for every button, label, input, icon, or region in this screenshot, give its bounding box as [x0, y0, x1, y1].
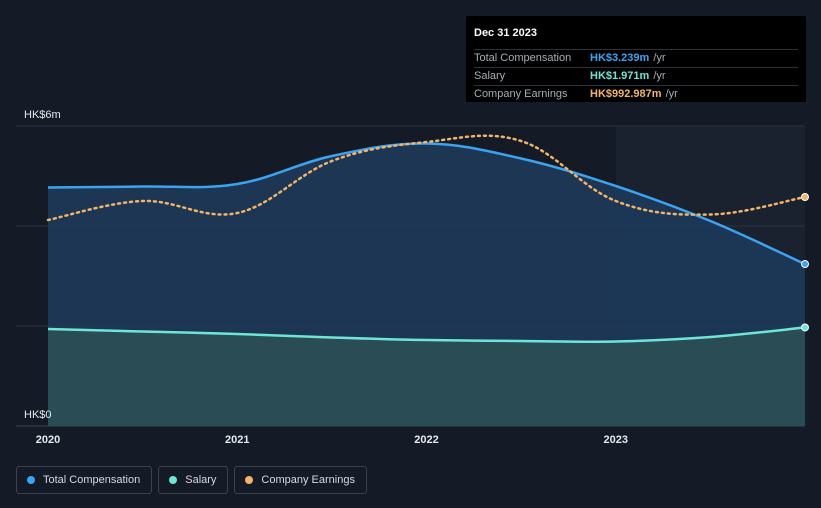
legend-dot-icon — [245, 476, 254, 484]
salary-line — [47, 326, 806, 344]
legend-item-company-earnings[interactable]: Company Earnings — [234, 466, 367, 494]
tooltip-unit: /yr — [653, 52, 666, 64]
total-compensation-line — [47, 142, 806, 266]
tooltip-label: Salary — [474, 70, 506, 82]
tooltip-date: Dec 31 2023 — [474, 25, 798, 50]
tooltip-unit: /yr — [665, 88, 678, 100]
y-tick-label: HK$0 — [24, 409, 52, 421]
legend-label: Total Compensation — [43, 474, 141, 486]
x-tick-label: 2022 — [414, 434, 438, 446]
total-compensation-marker — [801, 260, 809, 269]
tooltip-label: Company Earnings — [474, 88, 568, 100]
series-lines — [46, 134, 807, 344]
salary-area — [48, 327, 805, 426]
legend-item-total-compensation[interactable]: Total Compensation — [16, 466, 153, 494]
tooltip-row-total-compensation: Total Compensation HK$3.239m /yr — [474, 50, 798, 68]
legend-dot-icon — [169, 476, 178, 484]
tooltip-row-company-earnings: Company Earnings HK$992.987m /yr — [474, 86, 798, 103]
legend: Total Compensation Salary Company Earnin… — [16, 466, 367, 494]
x-tick-label: 2023 — [604, 434, 628, 446]
x-tick-label: 2021 — [225, 434, 249, 446]
y-tick-label: HK$6m — [24, 109, 61, 121]
tooltip-value: HK$3.239m — [590, 52, 650, 64]
tooltip-label: Total Compensation — [474, 52, 572, 64]
tooltip-row-salary: Salary HK$1.971m /yr — [474, 68, 798, 86]
tooltip-unit: /yr — [653, 70, 666, 82]
company-earnings-line — [46, 134, 807, 222]
x-tick-label: 2020 — [36, 434, 60, 446]
end-markers — [801, 193, 809, 332]
tooltip-value: HK$992.987m — [590, 88, 662, 100]
x-tick-labels: 2020 2021 2022 2023 — [36, 434, 628, 446]
company-earnings-marker — [801, 193, 809, 201]
tooltip: Dec 31 2023 Total Compensation HK$3.239m… — [466, 16, 806, 102]
salary-marker — [801, 323, 809, 332]
tooltip-value: HK$1.971m — [590, 70, 650, 82]
legend-label: Company Earnings — [261, 474, 355, 486]
y-tick-labels: HK$0 HK$6m — [24, 109, 61, 421]
legend-dot-icon — [27, 476, 35, 484]
legend-label: Salary — [185, 474, 217, 486]
legend-item-salary[interactable]: Salary — [158, 466, 229, 494]
